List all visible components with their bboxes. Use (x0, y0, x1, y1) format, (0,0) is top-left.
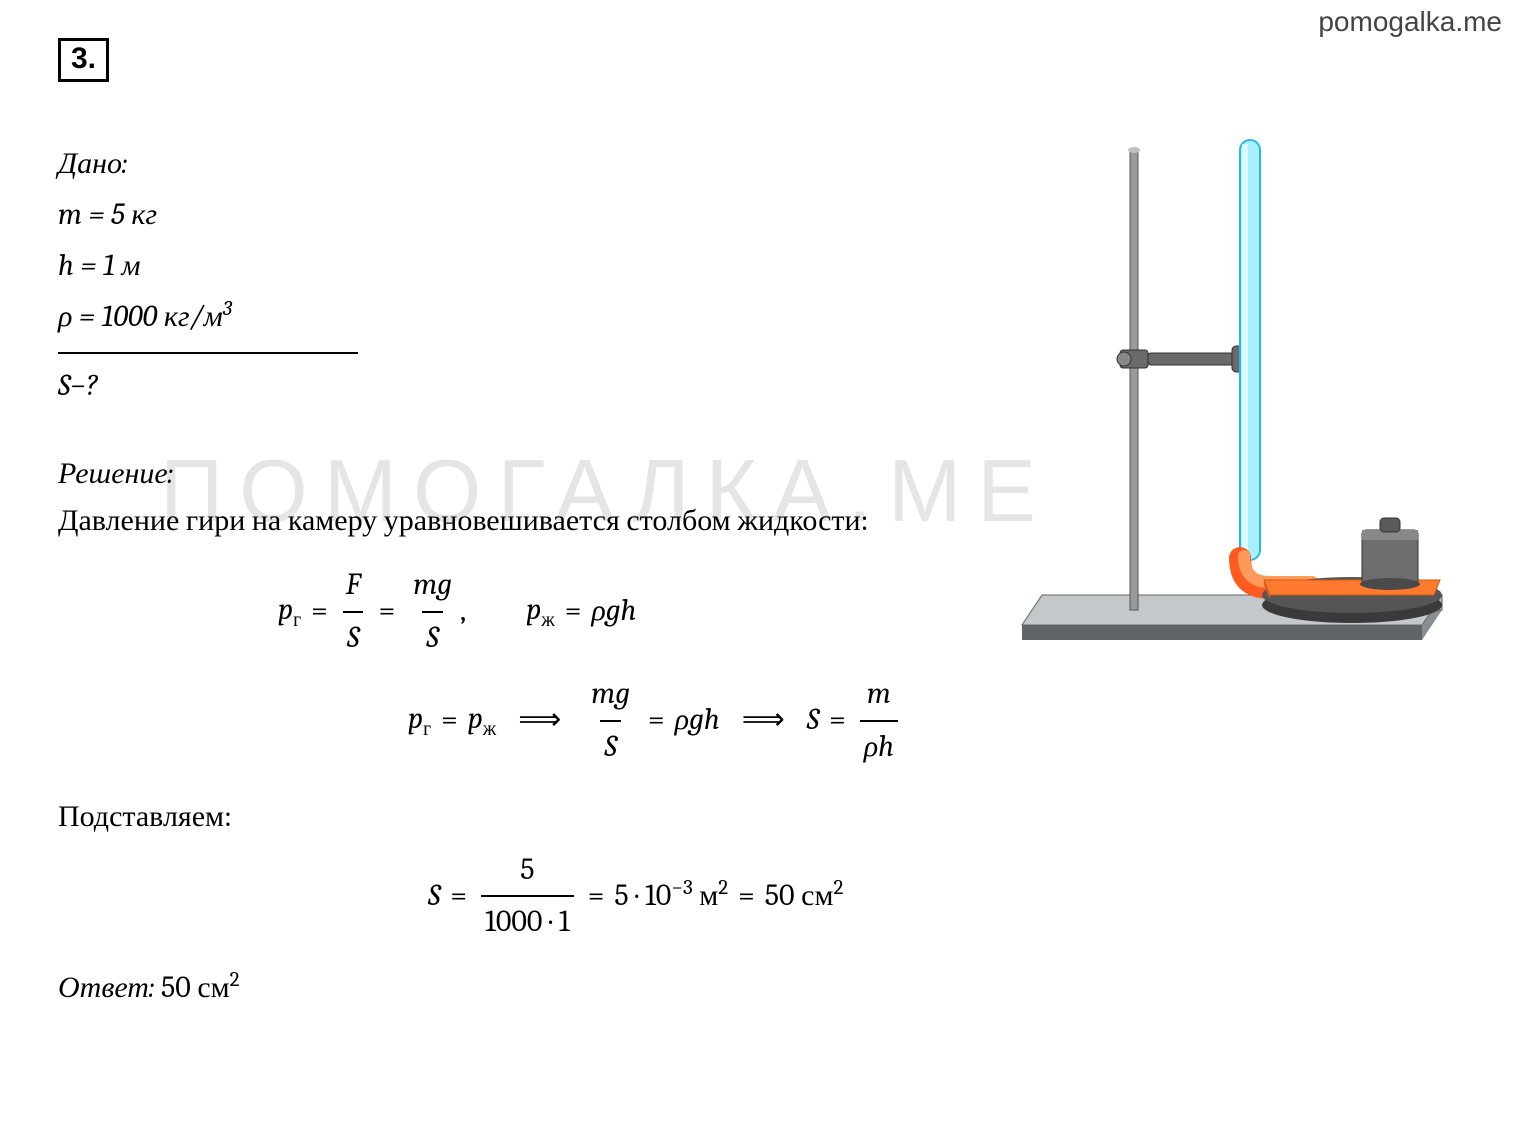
page-content: 3. Дано: m = 5 кг h = 1 м ρ = 1000 кг/м3… (0, 0, 1532, 1041)
num-mg-2: mg (587, 671, 634, 720)
density-label: ρ = 1000 кг/м (58, 299, 223, 334)
rod-top (1128, 147, 1140, 153)
den-rh: ρh (860, 720, 898, 771)
equals-4: = (441, 697, 458, 744)
clamp-arm (1148, 353, 1238, 365)
equation-3: S = 5 1000 · 1 = 5 · 10−3 м2 = 50 см2 (58, 847, 1474, 946)
density-exp: 3 (223, 297, 232, 321)
arrow-2: ⟹ (742, 697, 785, 744)
equals-9: = (738, 873, 755, 920)
rgh-2: ρgh (675, 697, 720, 744)
answer-line: Ответ: 50 см2 (58, 964, 1474, 1012)
base-front (1022, 625, 1422, 640)
S-var: S (807, 697, 819, 744)
clamp-knob (1117, 352, 1131, 366)
weight-shadow (1360, 578, 1420, 590)
res1: 5 · 10−3 м2 (614, 872, 728, 920)
S-var-2: S (428, 873, 440, 920)
frac-mgS-2: mg S (587, 671, 634, 770)
comma: , (460, 588, 466, 635)
answer-label: Ответ: (58, 970, 154, 1005)
rgh: ρgh (591, 588, 636, 635)
num-F: F (342, 562, 365, 611)
pg-var-2: pг (408, 696, 431, 744)
equals-3: = (565, 588, 582, 635)
equation-2: pг = pж ⟹ mg S = ρgh ⟹ S = m ρh (58, 671, 1474, 770)
answer-value: 50 см2 (161, 970, 240, 1005)
arrow-1: ⟹ (518, 697, 561, 744)
num-5: 5 (516, 847, 538, 896)
stand-rod (1130, 150, 1138, 610)
equals-2: = (379, 588, 396, 635)
pg-var: pг (278, 587, 301, 635)
frac-FS: F S (342, 562, 365, 661)
num-mg: mg (409, 562, 456, 611)
equals-5: = (648, 697, 665, 744)
problem-number-box: 3. (58, 38, 109, 82)
given-divider (58, 352, 358, 354)
weight-handle (1380, 518, 1400, 532)
apparatus-diagram (1012, 120, 1472, 640)
frac-mgS: mg S (409, 562, 456, 661)
pj-var: pж (526, 587, 555, 635)
equals-7: = (450, 873, 467, 920)
equals-8: = (588, 873, 605, 920)
equals-1: = (311, 588, 328, 635)
equals-6: = (829, 697, 846, 744)
res2: 50 см2 (765, 872, 844, 920)
den-S: S (343, 611, 363, 662)
substitute-label: Подставляем: (58, 794, 1474, 841)
den-S-2: S (422, 611, 442, 662)
num-m: m (863, 671, 895, 720)
den-1000: 1000 · 1 (481, 895, 574, 946)
frac-mrh: m ρh (860, 671, 898, 770)
den-S-3: S (600, 720, 620, 771)
tube-highlight (1242, 144, 1248, 554)
pj-var-2: pж (468, 696, 497, 744)
frac-calc: 5 1000 · 1 (481, 847, 574, 946)
